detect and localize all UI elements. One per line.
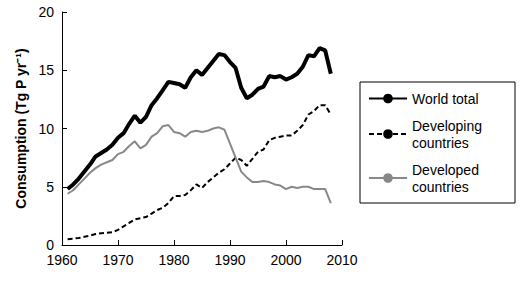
svg-text:0: 0 — [46, 237, 54, 253]
svg-text:countries: countries — [412, 179, 469, 195]
svg-text:2010: 2010 — [326, 252, 357, 268]
svg-text:Consumption (Tg P yr⁻¹): Consumption (Tg P yr⁻¹) — [13, 48, 29, 208]
svg-text:20: 20 — [38, 4, 54, 20]
svg-text:Developed: Developed — [412, 162, 483, 178]
svg-text:5: 5 — [46, 179, 54, 195]
svg-text:countries: countries — [412, 135, 469, 151]
svg-text:1960: 1960 — [46, 252, 77, 268]
svg-text:1970: 1970 — [102, 252, 133, 268]
svg-text:1990: 1990 — [214, 252, 245, 268]
svg-text:World total: World total — [412, 91, 479, 107]
svg-text:2000: 2000 — [270, 252, 301, 268]
svg-text:1980: 1980 — [158, 252, 189, 268]
svg-text:10: 10 — [38, 121, 54, 137]
svg-text:Developing: Developing — [412, 118, 486, 134]
svg-text:15: 15 — [38, 62, 54, 78]
